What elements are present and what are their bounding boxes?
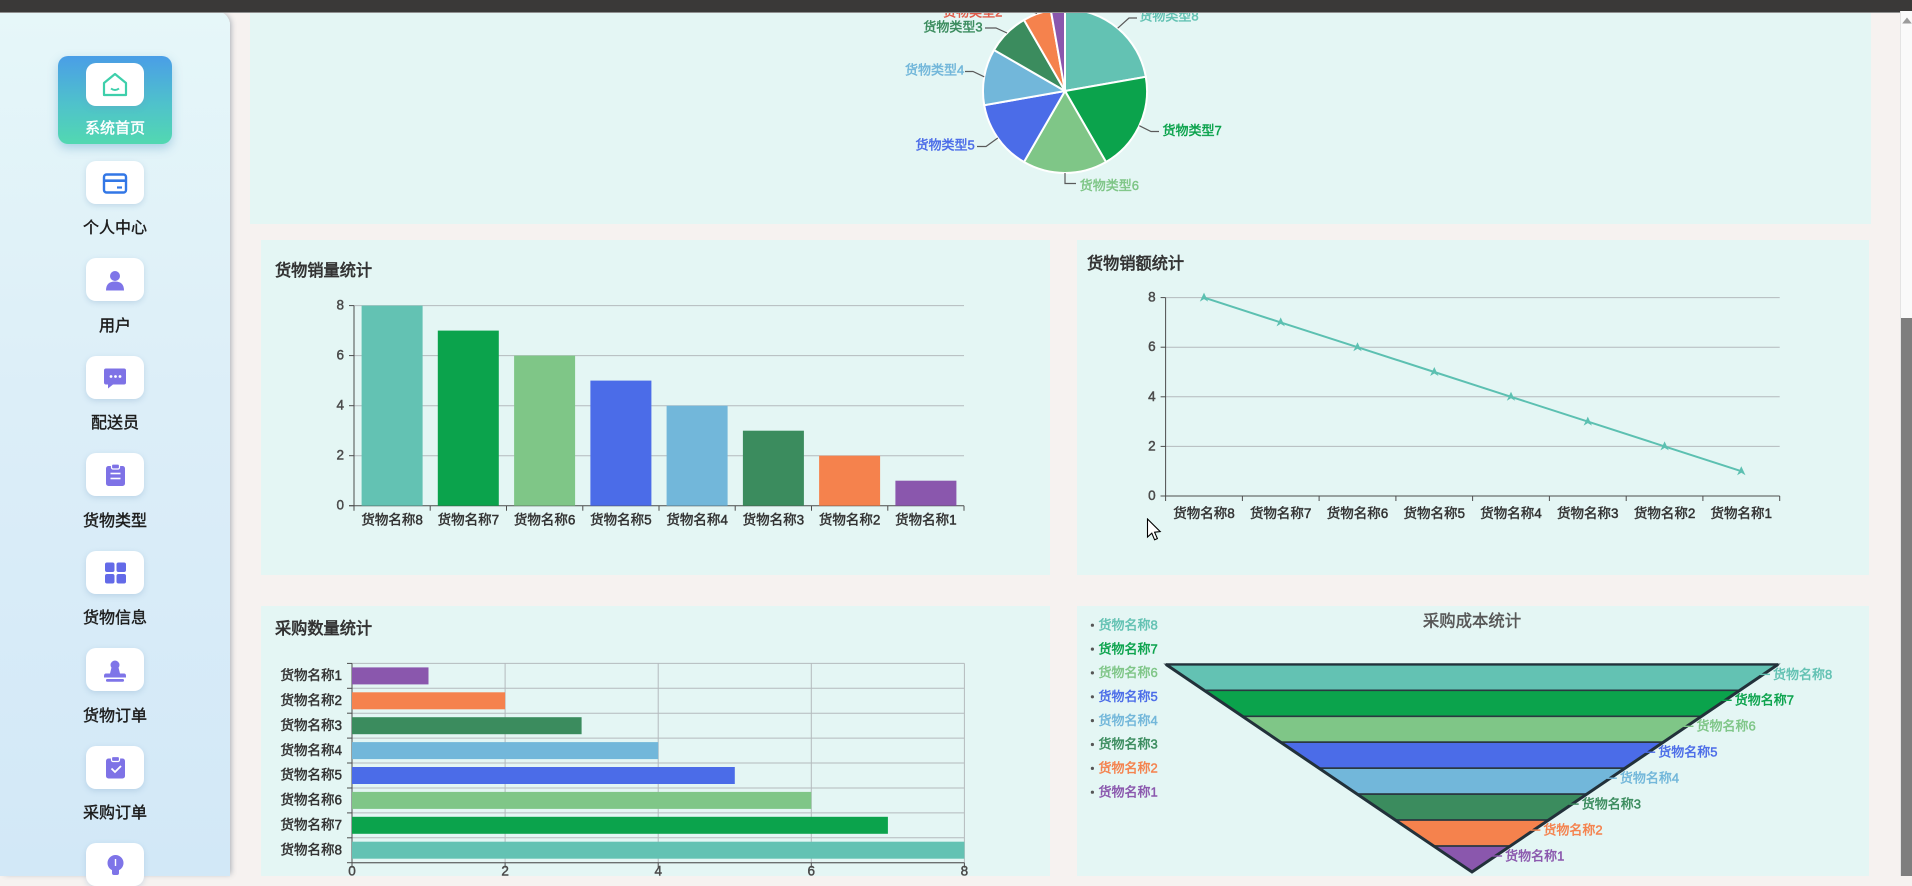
svg-text:货物名称5: 货物名称5 — [1099, 689, 1158, 704]
svg-text:货物名称4: 货物名称4 — [1099, 713, 1158, 728]
svg-text:货物名称4: 货物名称4 — [280, 742, 342, 758]
svg-text:采购成本统计: 采购成本统计 — [1423, 613, 1521, 631]
svg-text:8: 8 — [1148, 290, 1156, 305]
svg-text:货物类型6: 货物类型6 — [1080, 178, 1139, 193]
svg-text:货物名称3: 货物名称3 — [743, 512, 805, 528]
svg-text:货物名称7: 货物名称7 — [1250, 505, 1312, 521]
svg-text:2: 2 — [336, 448, 344, 463]
svg-text:货物名称8: 货物名称8 — [1173, 505, 1235, 521]
svg-text:货物类型4: 货物类型4 — [905, 63, 964, 78]
svg-text:货物名称6: 货物名称6 — [1327, 505, 1389, 521]
svg-text:货物类型5: 货物类型5 — [915, 137, 974, 152]
svg-text:8: 8 — [336, 298, 344, 313]
svg-text:货物名称1: 货物名称1 — [1099, 784, 1158, 799]
svg-text:货物名称8: 货物名称8 — [1099, 617, 1158, 632]
svg-text:货物名称7: 货物名称7 — [280, 817, 342, 833]
svg-text:货物名称2: 货物名称2 — [1634, 505, 1696, 521]
svg-text:8: 8 — [961, 864, 969, 876]
svg-text:货物名称5: 货物名称5 — [1658, 745, 1717, 760]
svg-text:货物名称3: 货物名称3 — [1557, 505, 1619, 521]
svg-text:货物名称2: 货物名称2 — [819, 512, 881, 528]
svg-text:货物类型7: 货物类型7 — [1163, 123, 1222, 138]
svg-text:货物名称6: 货物名称6 — [1697, 719, 1756, 734]
svg-text:4: 4 — [654, 864, 662, 876]
svg-text:货物名称6: 货物名称6 — [280, 792, 342, 808]
svg-text:0: 0 — [1148, 488, 1156, 503]
svg-text:2: 2 — [501, 864, 509, 876]
svg-text:货物名称4: 货物名称4 — [1620, 771, 1679, 786]
svg-text:货物名称5: 货物名称5 — [280, 767, 342, 783]
svg-text:6: 6 — [336, 348, 344, 363]
svg-text:货物名称1: 货物名称1 — [280, 667, 342, 683]
svg-text:货物名称7: 货物名称7 — [438, 512, 500, 528]
svg-text:货物名称5: 货物名称5 — [1404, 505, 1466, 521]
svg-text:2: 2 — [1148, 438, 1156, 453]
svg-text:货物名称6: 货物名称6 — [514, 512, 576, 528]
svg-text:货物名称4: 货物名称4 — [666, 512, 728, 528]
svg-text:0: 0 — [348, 864, 356, 876]
svg-text:货物名称1: 货物名称1 — [1505, 848, 1564, 863]
svg-text:4: 4 — [1148, 389, 1156, 404]
svg-text:货物名称7: 货物名称7 — [1099, 641, 1158, 656]
svg-text:货物名称2: 货物名称2 — [280, 692, 342, 708]
svg-text:货物名称7: 货物名称7 — [1735, 693, 1794, 708]
svg-text:货物类型3: 货物类型3 — [923, 20, 982, 35]
svg-text:货物名称1: 货物名称1 — [895, 512, 957, 528]
svg-text:货物名称8: 货物名称8 — [280, 841, 342, 857]
svg-text:货物类型8: 货物类型8 — [1139, 11, 1198, 24]
svg-text:货物类型2: 货物类型2 — [943, 11, 1002, 20]
svg-text:货物名称4: 货物名称4 — [1480, 505, 1542, 521]
svg-text:货物名称8: 货物名称8 — [361, 512, 423, 528]
svg-text:货物名称8: 货物名称8 — [1773, 667, 1832, 682]
svg-text:货物名称3: 货物名称3 — [1099, 737, 1158, 752]
svg-text:4: 4 — [336, 398, 344, 413]
svg-text:货物名称6: 货物名称6 — [1099, 665, 1158, 680]
svg-text:6: 6 — [1148, 339, 1156, 354]
svg-text:0: 0 — [336, 498, 344, 513]
svg-text:货物名称5: 货物名称5 — [590, 512, 652, 528]
svg-text:货物名称1: 货物名称1 — [1711, 505, 1773, 521]
svg-text:货物名称2: 货物名称2 — [1543, 823, 1602, 838]
svg-text:6: 6 — [808, 864, 816, 876]
svg-text:货物名称2: 货物名称2 — [1099, 761, 1158, 776]
svg-text:货物名称3: 货物名称3 — [280, 717, 342, 733]
svg-text:货物名称3: 货物名称3 — [1582, 797, 1641, 812]
